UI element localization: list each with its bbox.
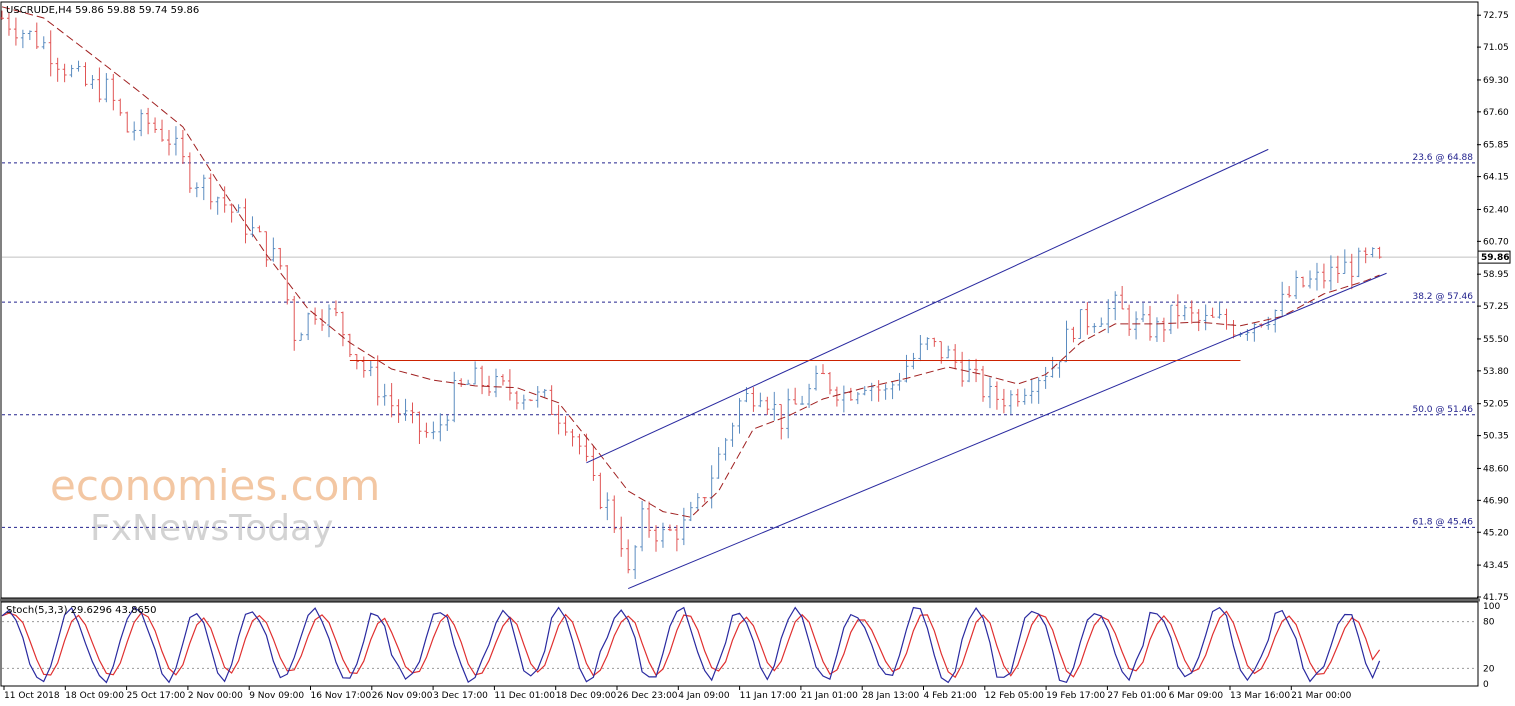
y-tick-label: 58.95: [1483, 270, 1509, 280]
y-tick-label: 53.80: [1483, 367, 1509, 377]
x-tick-label: 26 Nov 09:00: [372, 691, 433, 701]
stoch-tick-label: 0: [1483, 680, 1489, 690]
stoch-main-line: [1, 606, 1381, 684]
x-tick-label: 27 Feb 01:00: [1107, 691, 1166, 701]
x-tick-label: 18 Oct 09:00: [65, 691, 124, 701]
x-tick-label: 19 Feb 17:00: [1046, 691, 1105, 701]
fib-level-label: 38.2 @ 57.46: [1412, 292, 1473, 302]
x-tick-label: 3 Dec 17:00: [433, 691, 488, 701]
channel-lower-line: [627, 272, 1387, 590]
stoch-signal-line: [1, 610, 1381, 679]
x-tick-label: 9 Nov 09:00: [249, 691, 304, 701]
x-tick-label: 16 Nov 17:00: [311, 691, 372, 701]
candles: [0, 10, 1382, 579]
y-tick-label: 67.60: [1483, 108, 1509, 118]
x-tick-label: 12 Feb 05:00: [985, 691, 1044, 701]
fib-level-label: 23.6 @ 64.88: [1412, 153, 1473, 163]
x-tick-label: 18 Dec 09:00: [556, 691, 617, 701]
x-tick-label: 28 Jan 13:00: [862, 691, 919, 701]
y-tick-label: 50.35: [1483, 432, 1509, 442]
y-tick-label: 55.50: [1483, 335, 1509, 345]
current-price-label: 59.86: [1481, 253, 1509, 263]
y-tick-label: 41.75: [1483, 593, 1509, 603]
y-tick-label: 48.60: [1483, 464, 1509, 474]
x-tick-label: 11 Oct 2018: [4, 691, 60, 701]
y-tick-label: 62.40: [1483, 205, 1509, 215]
y-tick-label: 57.25: [1483, 302, 1509, 312]
channel-upper-line: [586, 148, 1269, 464]
x-tick-label: 13 Mar 16:00: [1230, 691, 1290, 701]
y-tick-label: 69.30: [1483, 76, 1509, 86]
fib-level-label: 50.0 @ 51.46: [1412, 405, 1473, 415]
stoch-tick-label: 20: [1483, 664, 1495, 674]
stoch-header: Stoch(5,3,3) 29.6296 43.8650: [6, 605, 157, 616]
stoch-tick-label: 100: [1483, 602, 1500, 612]
axes: 72.75 71.05 69.30 67.60 65.85 64.15 62.40 60.70…: [3, 11, 1509, 701]
y-tick-label: 64.15: [1483, 173, 1509, 183]
x-tick-label: 21 Jan 01:00: [801, 691, 858, 701]
fib-levels: 23.6 @ 64.88 38.2 @ 57.46 50.0 @ 51.46 61.8…: [2, 153, 1477, 528]
current-price-tag: 59.86: [1477, 250, 1511, 264]
overlays: [1, 6, 1387, 590]
y-tick-label: 43.45: [1483, 561, 1509, 571]
watermark-economies: economies.com: [50, 461, 380, 510]
x-tick-label: 25 Oct 17:00: [127, 691, 186, 701]
symbol-header: USCRUDE,H4 59.86 59.88 59.74 59.86: [6, 5, 199, 16]
y-tick-label: 60.70: [1483, 237, 1509, 247]
y-tick-label: 65.85: [1483, 141, 1509, 151]
y-tick-label: 46.90: [1483, 496, 1509, 506]
stochastic-panel: 100 80 20 0: [1, 602, 1500, 690]
x-tick-label: 21 Mar 00:00: [1291, 691, 1351, 701]
x-tick-label: 11 Jan 17:00: [740, 691, 797, 701]
y-tick-label: 72.75: [1483, 11, 1509, 21]
x-tick-label: 4 Feb 21:00: [924, 691, 978, 701]
x-tick-label: 11 Dec 01:00: [494, 691, 555, 701]
x-tick-label: 4 Jan 09:00: [678, 691, 730, 701]
main-plot-frame: [0, 1, 1479, 599]
fib-level-label: 61.8 @ 45.46: [1412, 517, 1473, 527]
stoch-tick-label: 80: [1483, 618, 1495, 628]
x-tick-label: 2 Nov 00:00: [188, 691, 243, 701]
x-tick-label: 26 Dec 23:00: [617, 691, 678, 701]
y-tick-label: 45.20: [1483, 528, 1509, 538]
indicator-frame: [0, 601, 1479, 687]
moving-average-line: [1, 6, 1380, 518]
y-tick-label: 71.05: [1483, 43, 1509, 53]
y-tick-label: 52.05: [1483, 400, 1509, 410]
watermark-fxnewstoday: FxNewsToday: [90, 508, 333, 549]
x-tick-label: 6 Mar 09:00: [1169, 691, 1224, 701]
